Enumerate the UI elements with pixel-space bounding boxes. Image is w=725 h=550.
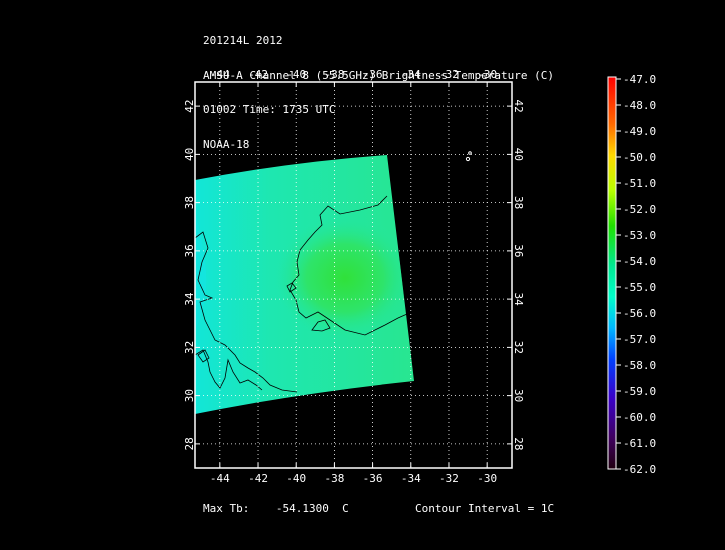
colorbar-label: -58.0 — [623, 359, 656, 372]
colorbar-label: -47.0 — [623, 73, 656, 86]
lon-tick-top: -36 — [363, 68, 383, 81]
title-line-3: 01002 Time: 1735 UTC — [203, 103, 336, 116]
contour-56 — [194, 349, 263, 391]
lon-tick-bottom: -30 — [477, 472, 497, 485]
lon-tick-top: -42 — [248, 68, 268, 81]
colorbar-label: -53.0 — [623, 229, 656, 242]
cool-edge — [195, 210, 207, 414]
lat-tick-right: 42 — [512, 100, 525, 113]
tick-labels: -44 -44 -42 -42 -40 -40 -38 -38 -36 -36 -34 -34 -32 -… — [183, 68, 525, 485]
colorbar-labels: -47.0 -48.0 -49.0 -50.0 -51.0 -52.0 -53.0 -54.0… — [616, 73, 656, 476]
title-line-4: NOAA-18 — [203, 137, 250, 151]
lon-tick-bottom: -44 — [210, 472, 230, 485]
lon-tick-bottom: -36 — [363, 472, 383, 485]
title-line-1: 201214L 2012 — [203, 34, 283, 47]
lon-tick-bottom: -40 — [286, 472, 306, 485]
title-block: 201214L 2012 AMSU-A Channel 8 (55.5GHz) … — [203, 12, 554, 162]
contour-56-loop — [197, 349, 210, 363]
lon-tick-top: -44 — [210, 68, 230, 81]
colorbar-ramp — [607, 76, 617, 470]
max-tb-value: -54.1300 — [275, 502, 329, 515]
lon-tick-top: -30 — [477, 68, 497, 81]
plot-frame — [194, 81, 513, 469]
lat-tick-right: 28 — [512, 437, 525, 450]
lat-tick-right: 34 — [512, 293, 525, 307]
brightness-temperature-swath — [194, 155, 414, 414]
lat-tick-left: 40 — [183, 148, 196, 161]
contour-55 — [194, 231, 298, 393]
lon-tick-top: -40 — [286, 68, 306, 81]
warm-core — [275, 216, 414, 340]
lat-tick-right: 30 — [512, 389, 525, 402]
lon-tick-top: -34 — [401, 68, 421, 81]
max-tb-unit: C — [342, 502, 349, 515]
colorbar: -47.0 -48.0 -49.0 -50.0 -51.0 -52.0 -53.0 -54.0… — [607, 73, 656, 476]
lon-tick-bottom: -42 — [248, 472, 268, 485]
max-tb-label: Max Tb: — [203, 502, 250, 515]
contour-54-loop-2 — [286, 282, 297, 293]
colorbar-label: -49.0 — [623, 125, 656, 138]
contour-interval: Contour Interval = 1C — [415, 502, 555, 515]
graticule — [195, 82, 512, 468]
island-marker — [465, 151, 472, 162]
lat-tick-left: 32 — [183, 341, 196, 354]
colorbar-label: -50.0 — [623, 151, 656, 164]
lon-tick-bottom: -38 — [324, 472, 344, 485]
colorbar-label: -62.0 — [623, 463, 656, 476]
title-line-2: AMSU-A Channel 8 (55.5GHz) Brightness Te… — [203, 68, 554, 82]
lat-tick-right: 36 — [512, 244, 525, 257]
lat-tick-right: 38 — [512, 196, 525, 209]
colorbar-label: -48.0 — [623, 99, 656, 112]
lat-tick-left: 38 — [183, 196, 196, 209]
contour-54-loop — [311, 319, 331, 332]
colorbar-label: -52.0 — [623, 203, 656, 216]
lat-tick-left: 34 — [183, 292, 196, 306]
lat-tick-left: 30 — [183, 389, 196, 402]
colorbar-label: -55.0 — [623, 281, 656, 294]
lon-tick-top: -32 — [439, 68, 459, 81]
contour-lines — [194, 195, 408, 393]
colorbar-label: -51.0 — [623, 177, 656, 190]
lon-tick-bottom: -32 — [439, 472, 459, 485]
lat-tick-right: 40 — [512, 148, 525, 161]
colorbar-label: -57.0 — [623, 333, 656, 346]
colorbar-label: -59.0 — [623, 385, 656, 398]
colorbar-label: -60.0 — [623, 411, 656, 424]
lat-tick-left: 42 — [183, 100, 196, 113]
max-tb-readout: Max Tb: -54.1300 C — [203, 502, 349, 515]
lon-tick-top: -38 — [324, 68, 344, 81]
colorbar-label: -54.0 — [623, 255, 656, 268]
lat-tick-left: 28 — [183, 437, 196, 450]
colorbar-label: -56.0 — [623, 307, 656, 320]
colorbar-label: -61.0 — [623, 437, 656, 450]
lat-tick-left: 36 — [183, 244, 196, 257]
lat-tick-right: 32 — [512, 341, 525, 354]
lon-tick-bottom: -34 — [401, 472, 421, 485]
